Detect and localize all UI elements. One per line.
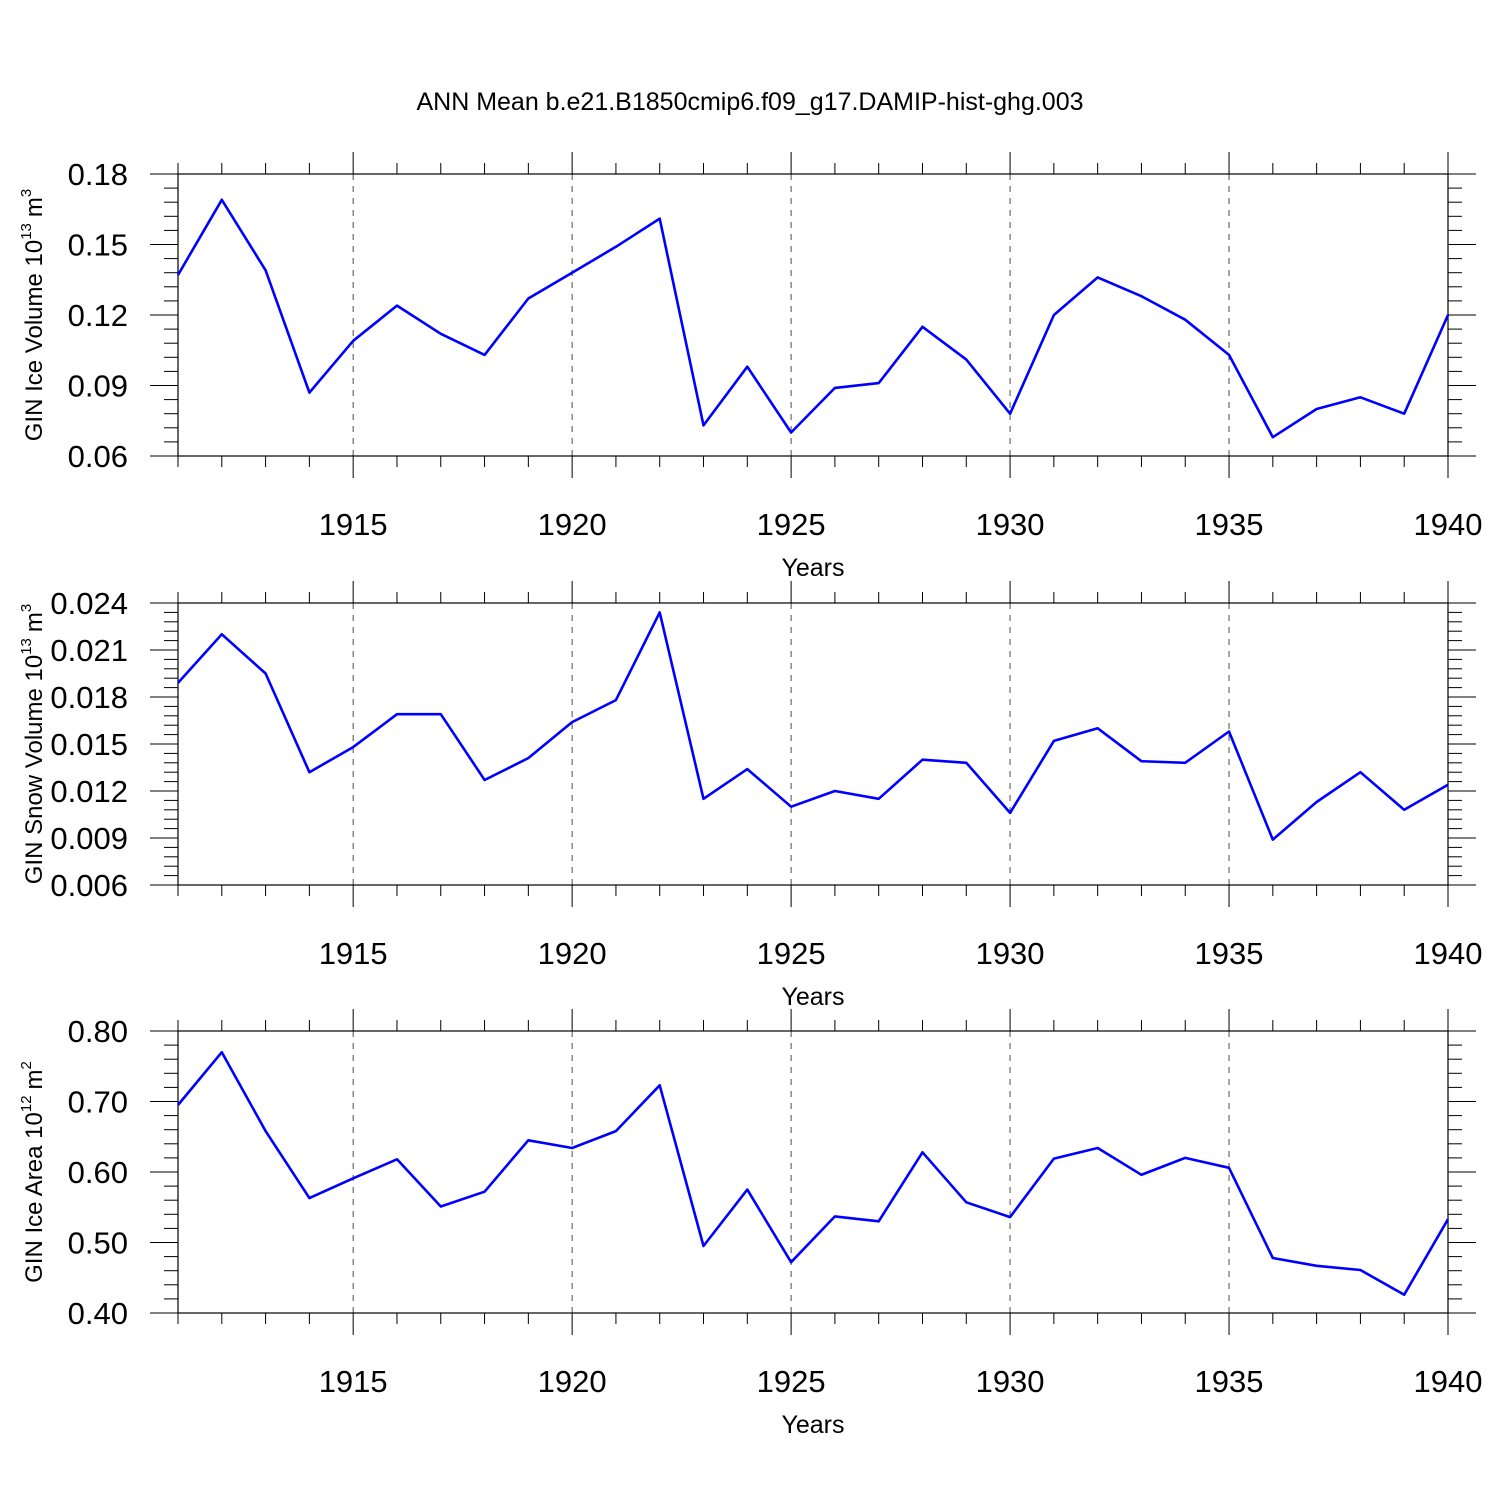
y-axis-label-unit-exponent: 3 [18, 604, 35, 612]
x-tick-label: 1915 [319, 507, 388, 542]
y-tick-label: 0.024 [50, 586, 128, 621]
x-tick-label: 1940 [1414, 936, 1483, 971]
x-tick-label: 1930 [976, 507, 1045, 542]
x-tick-label: 1915 [319, 1364, 388, 1399]
y-tick-label: 0.15 [68, 228, 128, 263]
panel-1: 0.06 0.09 0.12 0.15 0.18 1915 1920 1925 1930 1935… [18, 152, 1482, 582]
x-tick-label: 1930 [976, 1364, 1045, 1399]
plot-frame [177, 602, 1449, 886]
y-tick-label: 0.06 [68, 439, 128, 474]
plot-frame [177, 173, 1449, 457]
y-tick-label: 0.12 [68, 298, 128, 333]
y-axis-label-exponent: 13 [18, 223, 35, 240]
y-tick-label: 0.18 [68, 157, 128, 192]
y-axis-label-exponent: 13 [18, 638, 35, 655]
x-tick-label: 1915 [319, 936, 388, 971]
y-axis-label: GIN Snow Volume 1013 m3 [18, 604, 48, 884]
x-tick-label: 1935 [1195, 1364, 1264, 1399]
y-tick-label: 0.09 [68, 369, 128, 404]
figure-title: ANN Mean b.e21.B1850cmip6.f09_g17.DAMIP-… [416, 88, 1083, 116]
y-axis-label-unit-exponent: 3 [18, 189, 35, 197]
y-tick-label: 0.80 [68, 1014, 128, 1049]
panel-3: 0.40 0.50 0.60 0.70 0.80 1915 1920 1925 1930 1935… [18, 1009, 1482, 1439]
x-tick-label: 1935 [1195, 936, 1264, 971]
y-tick-label: 0.009 [50, 821, 128, 856]
x-axis-label: Years [781, 1411, 844, 1439]
data-line [176, 1050, 1450, 1296]
y-tick-label: 0.012 [50, 774, 128, 809]
x-tick-label: 1920 [538, 936, 607, 971]
panels: 0.06 0.09 0.12 0.15 0.18 1915 1920 1925 1930 1935… [18, 152, 1482, 1439]
x-tick-label: 1920 [538, 1364, 607, 1399]
y-tick-label: 0.015 [50, 727, 128, 762]
y-axis-label-main: GIN Snow Volume 10 [21, 655, 48, 884]
y-tick-label: 0.70 [68, 1085, 128, 1120]
y-tick-label: 0.006 [50, 868, 128, 903]
panel-2: 0.006 0.009 0.012 0.015 0.018 0.021 0.024 1915 1… [18, 581, 1482, 1011]
y-axis-label-unit: m [21, 197, 48, 217]
y-axis-label-unit-exponent: 2 [18, 1061, 35, 1069]
y-axis-label-exponent: 12 [18, 1095, 35, 1112]
x-tick-label: 1940 [1414, 507, 1483, 542]
y-axis-label-main: GIN Ice Area 10 [21, 1112, 48, 1283]
y-tick-label: 0.018 [50, 680, 128, 715]
y-tick-label: 0.40 [68, 1296, 128, 1331]
y-axis-label-unit: m [21, 612, 48, 632]
data-line [177, 611, 1449, 841]
y-axis-label: GIN Ice Volume 1013 m3 [18, 189, 48, 441]
y-axis-label: GIN Ice Area 1012 m2 [18, 1061, 48, 1283]
y-axis-label-unit: m [21, 1069, 48, 1089]
y-tick-label: 0.60 [68, 1155, 128, 1190]
x-tick-label: 1925 [757, 507, 826, 542]
plot-frame [177, 1030, 1449, 1314]
x-tick-label: 1925 [757, 1364, 826, 1399]
data-line [176, 198, 1450, 439]
y-tick-label: 0.50 [68, 1226, 128, 1261]
y-tick-label: 0.021 [50, 633, 128, 668]
x-tick-label: 1940 [1414, 1364, 1483, 1399]
x-tick-label: 1925 [757, 936, 826, 971]
x-tick-label: 1935 [1195, 507, 1264, 542]
x-tick-label: 1920 [538, 507, 607, 542]
x-axis-label: Years [781, 983, 844, 1011]
y-axis-label-main: GIN Ice Volume 10 [21, 240, 48, 441]
x-tick-label: 1930 [976, 936, 1045, 971]
x-axis-label: Years [781, 554, 844, 582]
